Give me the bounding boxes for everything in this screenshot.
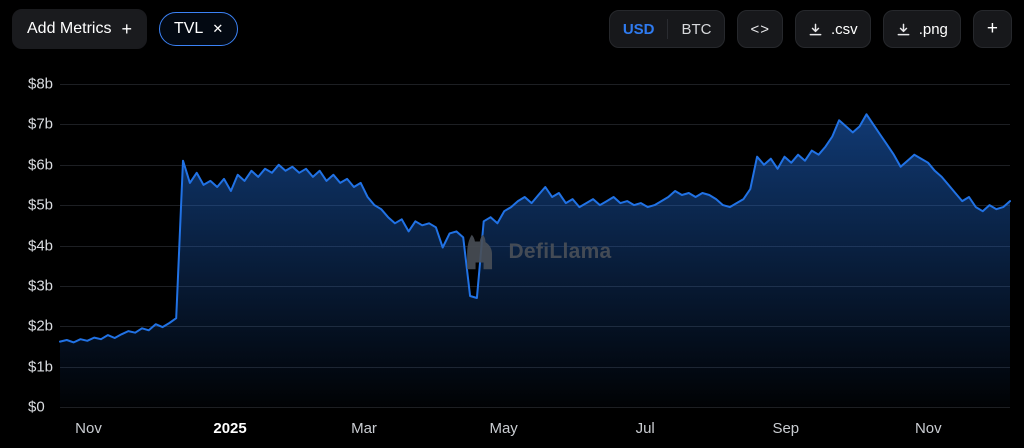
download-csv-button[interactable]: .csv	[795, 10, 871, 48]
download-png-button[interactable]: .png	[882, 10, 961, 48]
plot-area[interactable]: DefiLlama	[59, 84, 1011, 408]
gridline	[60, 407, 1010, 408]
code-icon: <>	[750, 20, 771, 38]
tvl-area	[60, 114, 1010, 408]
toolbar: Add Metrics + TVL ✕ USD BTC <> .csv .png	[0, 0, 1024, 54]
gridline	[60, 164, 1010, 166]
y-axis-label: $0	[28, 398, 45, 416]
y-axis-label: $7b	[28, 115, 54, 133]
y-axis-label: $1b	[28, 358, 54, 376]
x-axis-label: May	[489, 420, 518, 437]
toolbar-right: USD BTC <> .csv .png +	[608, 10, 1012, 48]
y-axis-label: $8b	[28, 75, 54, 93]
currency-toggle: USD BTC	[608, 10, 726, 48]
close-icon[interactable]: ✕	[212, 21, 224, 36]
tvl-line	[59, 113, 1011, 344]
y-axis-label: $2b	[28, 317, 54, 335]
x-axis-label: Mar	[351, 420, 377, 437]
add-metrics-label: Add Metrics	[27, 20, 112, 37]
embed-code-button[interactable]: <>	[737, 10, 784, 48]
metric-pill-tvl[interactable]: TVL ✕	[158, 12, 239, 46]
csv-label: .csv	[831, 20, 858, 38]
add-metrics-button[interactable]: Add Metrics +	[12, 9, 147, 49]
gridline	[60, 84, 1010, 85]
y-axis-label: $4b	[28, 237, 54, 254]
toggle-divider	[667, 19, 669, 39]
y-axis-label: $6b	[28, 156, 54, 174]
plus-icon: +	[986, 18, 998, 39]
download-icon	[897, 23, 910, 35]
tvl-series-svg	[59, 113, 1011, 408]
x-axis-label: Sep	[772, 420, 800, 437]
tvl-chart[interactable]: $0 $1b $2b $3b $4b $5b $6b $7b $8b DefiLlama Nov…	[0, 54, 1024, 448]
plus-icon: +	[121, 18, 132, 39]
x-axis-label: Nov	[914, 420, 942, 437]
y-axis-label: $3b	[28, 277, 54, 295]
x-axis-label: Jul	[635, 420, 655, 437]
currency-option-usd[interactable]: USD	[622, 20, 655, 38]
x-axis: Nov 2025 Mar May Jul Sep Nov	[60, 407, 1010, 448]
currency-option-btc[interactable]: BTC	[681, 20, 712, 38]
x-axis-label: 2025	[213, 420, 247, 437]
png-label: .png	[918, 20, 948, 38]
add-chart-button[interactable]: +	[972, 10, 1012, 48]
toolbar-left: Add Metrics + TVL ✕	[12, 9, 239, 49]
download-icon	[809, 23, 822, 35]
y-axis: $0 $1b $2b $3b $4b $5b $6b $7b $8b	[28, 76, 60, 416]
x-axis-label: Nov	[75, 420, 102, 437]
gridline	[60, 124, 1010, 126]
metric-pill-label: TVL	[173, 20, 204, 37]
y-axis-label: $5b	[28, 196, 54, 214]
